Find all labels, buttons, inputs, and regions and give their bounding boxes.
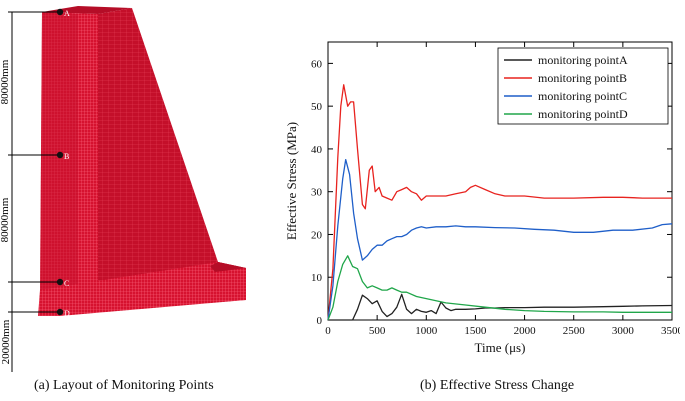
- y-axis-label: Effective Stress (MPa): [284, 122, 299, 240]
- dam-top-face: [42, 6, 132, 14]
- legend-label-3: monitoring pointD: [538, 107, 628, 121]
- x-axis-label: Time (μs): [475, 340, 526, 355]
- x-tick-label-5: 2500: [563, 325, 586, 337]
- series-line-monitoring-pointc: [327, 158, 673, 321]
- y-tick-label-6: 60: [311, 58, 323, 70]
- x-tick-label-6: 3000: [612, 325, 635, 337]
- series-line-monitoring-pointb: [327, 84, 672, 321]
- dam-foundation: [38, 262, 246, 316]
- legend-label-0: monitoring pointA: [538, 53, 628, 67]
- series-line-monitoring-pointa: [328, 293, 673, 321]
- series-line-monitoring-pointd: [327, 255, 672, 321]
- point-label-a: A: [64, 9, 70, 18]
- dimension-label-top: 80000mm: [0, 59, 11, 104]
- y-tick-label-1: 10: [311, 272, 323, 284]
- monitoring-layout-figure: A B C D 80000mm 80000mm 20000mm: [0, 6, 246, 372]
- x-tick-label-2: 1000: [415, 325, 438, 337]
- point-label-b: B: [64, 152, 69, 161]
- x-tick-label-1: 500: [369, 325, 386, 337]
- dam-side-face: [98, 8, 246, 302]
- dimension-label-bottom: 20000mm: [0, 319, 12, 364]
- point-label-c: C: [64, 279, 69, 288]
- legend-label-1: monitoring pointB: [538, 71, 627, 85]
- y-tick-label-2: 20: [311, 229, 323, 241]
- legend-label-2: monitoring pointC: [538, 89, 627, 103]
- dam-foundation-top: [210, 262, 246, 272]
- y-tick-label-0: 0: [317, 315, 323, 327]
- caption-stress: (b) Effective Stress Change: [420, 378, 575, 393]
- monitoring-point-a-marker: [56, 8, 64, 16]
- caption-layout: (a) Layout of Monitoring Points: [34, 378, 214, 393]
- y-tick-label-4: 40: [311, 144, 323, 156]
- x-tick-label-3: 1500: [464, 325, 487, 337]
- plot-frame: [327, 41, 673, 321]
- y-tick-label-5: 50: [311, 101, 323, 113]
- y-tick-label-3: 30: [311, 187, 323, 199]
- dimension-label-middle: 80000mm: [0, 197, 11, 242]
- x-tick-label-0: 0: [325, 325, 331, 337]
- monitoring-point-c-marker: [56, 278, 64, 286]
- x-tick-label-4: 2000: [514, 325, 537, 337]
- monitoring-point-b-marker: [56, 151, 64, 159]
- point-label-d: D: [64, 309, 70, 318]
- monitoring-point-d-marker: [56, 308, 64, 316]
